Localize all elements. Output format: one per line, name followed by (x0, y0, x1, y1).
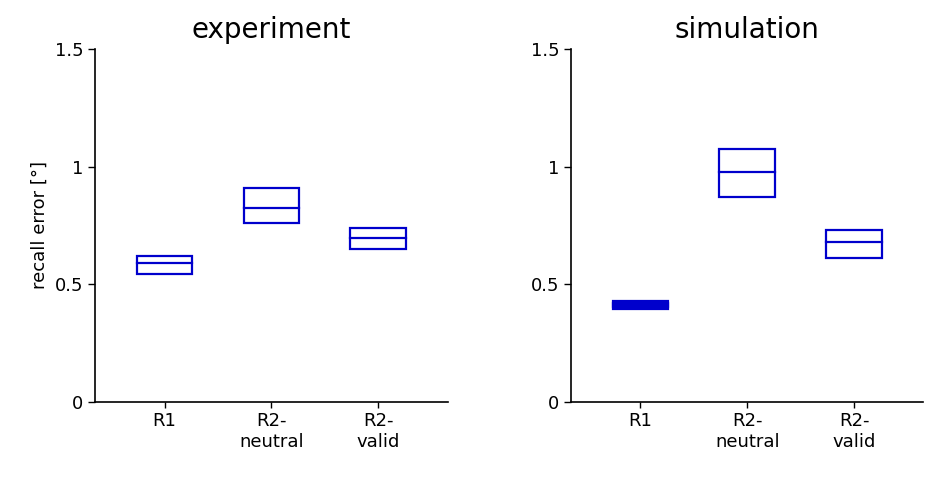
Title: simulation: simulation (675, 16, 820, 44)
Bar (826, 230, 882, 258)
Y-axis label: recall error [°]: recall error [°] (31, 161, 50, 290)
Bar (613, 301, 668, 309)
Bar (244, 188, 299, 222)
Bar (720, 149, 775, 197)
Title: experiment: experiment (191, 16, 351, 44)
Bar (350, 228, 406, 249)
Bar (137, 255, 192, 273)
